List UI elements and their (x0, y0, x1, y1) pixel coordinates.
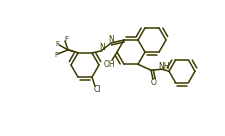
Text: F: F (55, 41, 59, 47)
Text: N: N (108, 35, 113, 44)
Text: OH: OH (103, 60, 114, 69)
Text: N: N (99, 44, 104, 52)
Text: NH: NH (158, 62, 169, 71)
Text: F: F (64, 36, 68, 42)
Text: Cl: Cl (93, 85, 100, 94)
Text: F: F (54, 52, 58, 58)
Text: O: O (150, 78, 156, 87)
